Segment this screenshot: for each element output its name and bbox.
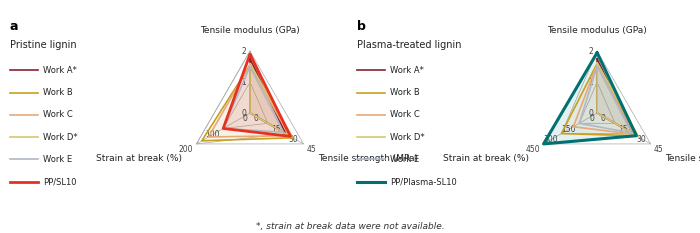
- Text: Tensile modulus (GPa): Tensile modulus (GPa): [547, 26, 647, 35]
- Polygon shape: [202, 65, 293, 141]
- Text: Work D*: Work D*: [43, 133, 78, 142]
- Text: 30: 30: [636, 135, 645, 144]
- Text: 0: 0: [589, 114, 594, 123]
- Text: Work E: Work E: [43, 155, 72, 164]
- Text: Work C: Work C: [43, 110, 73, 120]
- Text: Work A*: Work A*: [43, 66, 77, 75]
- Text: 15: 15: [271, 125, 281, 134]
- Text: Pristine lignin: Pristine lignin: [10, 40, 76, 50]
- Polygon shape: [561, 64, 636, 136]
- Text: Work B: Work B: [390, 88, 420, 97]
- Text: a: a: [10, 20, 18, 33]
- Text: Tensile modulus (GPa): Tensile modulus (GPa): [200, 26, 300, 35]
- Text: 45: 45: [654, 145, 664, 154]
- Polygon shape: [223, 54, 290, 136]
- Text: Tensile strength (MPa): Tensile strength (MPa): [666, 154, 700, 163]
- Text: 100: 100: [206, 130, 220, 139]
- Polygon shape: [544, 53, 636, 144]
- Text: 1: 1: [241, 78, 246, 87]
- Text: 200: 200: [178, 145, 193, 154]
- Text: 15: 15: [618, 125, 628, 134]
- Polygon shape: [209, 65, 289, 137]
- Text: *, strain at break data were not available.: *, strain at break data were not availab…: [256, 222, 444, 231]
- Text: 30: 30: [289, 135, 298, 144]
- Polygon shape: [597, 59, 633, 134]
- Text: 45: 45: [307, 145, 316, 154]
- Text: Work A*: Work A*: [390, 66, 424, 75]
- Text: 0: 0: [253, 114, 258, 123]
- Text: 150: 150: [561, 125, 576, 134]
- Text: 2: 2: [241, 47, 246, 56]
- Text: 0: 0: [242, 114, 247, 123]
- Text: b: b: [357, 20, 366, 33]
- Text: Plasma-treated lignin: Plasma-treated lignin: [357, 40, 461, 50]
- Polygon shape: [250, 59, 286, 134]
- Text: Work D*: Work D*: [390, 133, 425, 142]
- Text: 0: 0: [241, 109, 246, 117]
- Polygon shape: [597, 63, 639, 137]
- Text: PP/Plasma-SL10: PP/Plasma-SL10: [390, 177, 457, 186]
- Polygon shape: [250, 64, 292, 137]
- Text: Strain at break (%): Strain at break (%): [442, 154, 528, 163]
- Text: Tensile strength (MPa): Tensile strength (MPa): [318, 154, 419, 163]
- Text: PP/SL10: PP/SL10: [43, 177, 76, 186]
- Text: 0: 0: [600, 114, 605, 123]
- Polygon shape: [580, 66, 631, 133]
- Text: 300: 300: [544, 135, 559, 144]
- Text: Work C: Work C: [390, 110, 420, 120]
- Text: Work B: Work B: [43, 88, 73, 97]
- Text: Work E: Work E: [390, 155, 419, 164]
- Polygon shape: [223, 67, 284, 132]
- Text: Strain at break (%): Strain at break (%): [95, 154, 181, 163]
- Text: 2: 2: [589, 47, 594, 56]
- Text: 0: 0: [589, 109, 594, 117]
- Text: 450: 450: [526, 145, 540, 154]
- Text: 1: 1: [589, 78, 594, 87]
- Polygon shape: [573, 64, 634, 134]
